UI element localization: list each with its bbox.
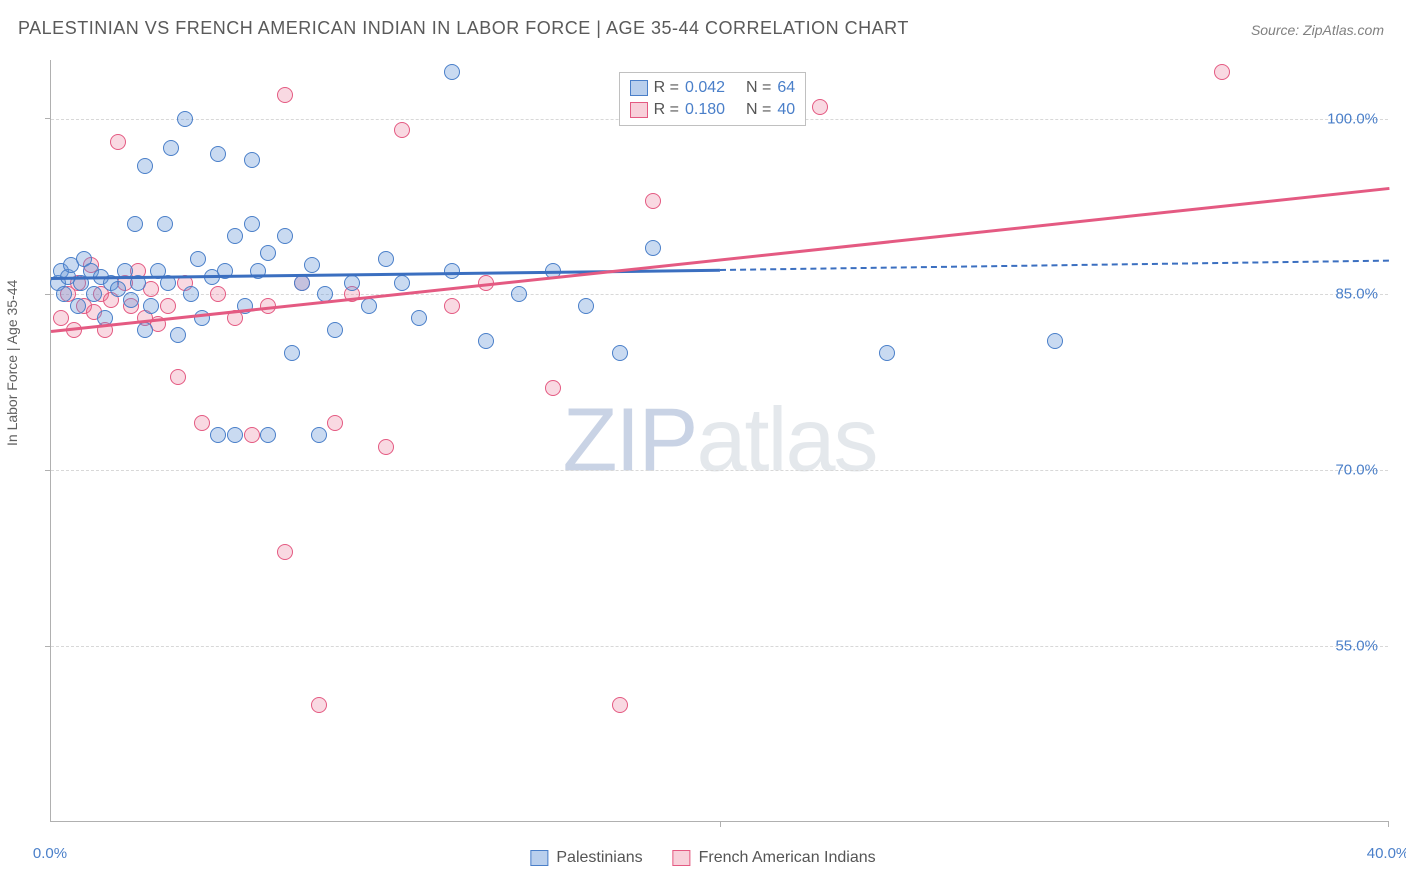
scatter-point: [277, 87, 293, 103]
scatter-point: [545, 380, 561, 396]
scatter-point: [143, 298, 159, 314]
scatter-point: [157, 216, 173, 232]
scatter-point: [227, 228, 243, 244]
scatter-point: [183, 286, 199, 302]
scatter-point: [127, 216, 143, 232]
swatch-pink-icon: [673, 850, 691, 866]
plot-area: ZIPatlas: [50, 60, 1388, 822]
scatter-point: [244, 152, 260, 168]
scatter-point: [444, 298, 460, 314]
scatter-point: [260, 427, 276, 443]
scatter-point: [210, 286, 226, 302]
scatter-point: [812, 99, 828, 115]
x-tick-label: 0.0%: [33, 845, 67, 862]
chart-title: PALESTINIAN VS FRENCH AMERICAN INDIAN IN…: [18, 18, 909, 39]
legend-item-palestinians: Palestinians: [530, 849, 642, 867]
swatch-pink-icon: [630, 102, 648, 118]
scatter-point: [194, 415, 210, 431]
trend-line: [51, 187, 1389, 333]
scatter-point: [70, 298, 86, 314]
trend-line: [720, 259, 1389, 271]
legend-stats-box: R =0.042N =64R =0.180N =40: [619, 72, 806, 126]
scatter-point: [1047, 333, 1063, 349]
swatch-blue-icon: [630, 80, 648, 96]
watermark: ZIPatlas: [562, 389, 876, 492]
scatter-point: [160, 298, 176, 314]
scatter-point: [444, 64, 460, 80]
scatter-point: [260, 245, 276, 261]
y-tick-label: 55.0%: [1335, 638, 1378, 655]
gridline: [51, 294, 1388, 295]
scatter-point: [123, 292, 139, 308]
scatter-point: [478, 333, 494, 349]
scatter-point: [210, 427, 226, 443]
y-tick-label: 85.0%: [1335, 286, 1378, 303]
scatter-point: [378, 439, 394, 455]
scatter-point: [170, 369, 186, 385]
swatch-blue-icon: [530, 850, 548, 866]
scatter-point: [53, 310, 69, 326]
scatter-point: [411, 310, 427, 326]
scatter-point: [879, 345, 895, 361]
scatter-point: [327, 322, 343, 338]
scatter-point: [56, 286, 72, 302]
scatter-point: [361, 298, 377, 314]
y-axis-label: In Labor Force | Age 35-44: [4, 280, 20, 446]
scatter-point: [137, 158, 153, 174]
scatter-point: [394, 275, 410, 291]
scatter-point: [170, 327, 186, 343]
scatter-point: [378, 251, 394, 267]
scatter-point: [645, 240, 661, 256]
scatter-point: [311, 427, 327, 443]
scatter-point: [612, 697, 628, 713]
legend-item-french-american-indians: French American Indians: [673, 849, 876, 867]
scatter-point: [137, 322, 153, 338]
scatter-point: [294, 275, 310, 291]
scatter-point: [163, 140, 179, 156]
y-tick-label: 70.0%: [1335, 462, 1378, 479]
scatter-point: [227, 427, 243, 443]
y-tick-label: 100.0%: [1327, 110, 1378, 127]
scatter-point: [210, 146, 226, 162]
scatter-point: [86, 286, 102, 302]
legend-row-palestinians: R =0.042N =64: [630, 77, 795, 99]
scatter-point: [311, 697, 327, 713]
scatter-point: [304, 257, 320, 273]
scatter-point: [190, 251, 206, 267]
scatter-point: [277, 544, 293, 560]
scatter-point: [612, 345, 628, 361]
scatter-point: [394, 122, 410, 138]
gridline: [51, 646, 1388, 647]
scatter-point: [511, 286, 527, 302]
scatter-point: [244, 216, 260, 232]
scatter-point: [645, 193, 661, 209]
gridline: [51, 470, 1388, 471]
correlation-chart: PALESTINIAN VS FRENCH AMERICAN INDIAN IN…: [0, 0, 1406, 892]
scatter-point: [110, 134, 126, 150]
scatter-point: [277, 228, 293, 244]
scatter-point: [578, 298, 594, 314]
scatter-point: [244, 427, 260, 443]
scatter-point: [344, 275, 360, 291]
scatter-point: [110, 281, 126, 297]
scatter-point: [284, 345, 300, 361]
scatter-point: [327, 415, 343, 431]
legend-bottom: Palestinians French American Indians: [530, 849, 875, 867]
scatter-point: [177, 111, 193, 127]
scatter-point: [1214, 64, 1230, 80]
source-attribution: Source: ZipAtlas.com: [1251, 22, 1384, 38]
x-tick-label: 40.0%: [1367, 845, 1406, 862]
legend-row-french: R =0.180N =40: [630, 99, 795, 121]
